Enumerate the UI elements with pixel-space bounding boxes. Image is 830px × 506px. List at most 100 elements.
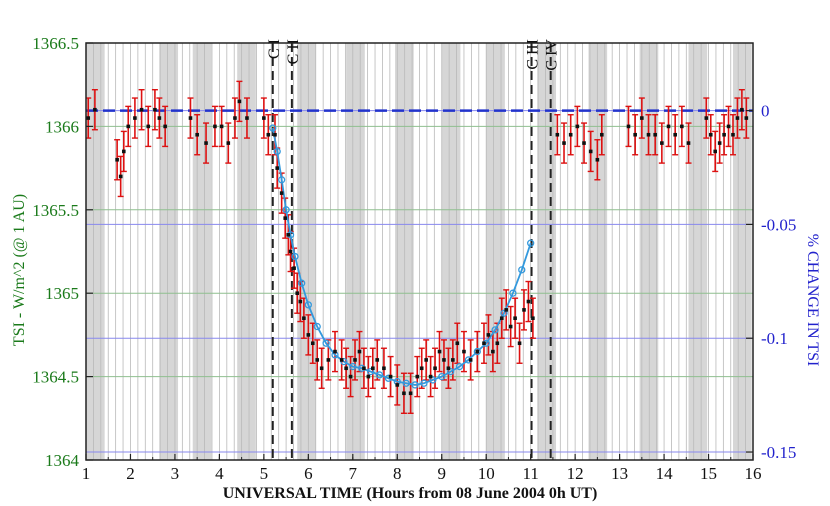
model-marker — [298, 279, 306, 287]
data-point — [286, 233, 291, 237]
data-point — [298, 299, 303, 304]
model-marker — [411, 381, 419, 389]
data-point — [726, 124, 731, 129]
data-point — [508, 324, 513, 329]
model-marker — [455, 362, 464, 371]
shaded-band — [297, 43, 316, 460]
model-marker — [282, 206, 290, 214]
model-marker — [269, 124, 277, 132]
data-point — [731, 132, 735, 137]
data-point — [424, 358, 428, 362]
data-point — [245, 116, 249, 120]
data-point — [366, 374, 371, 379]
data-point — [595, 157, 600, 162]
data-point — [722, 132, 726, 137]
y-tick-label-left: 1364 — [45, 451, 80, 470]
shaded-band — [688, 43, 708, 460]
x-tick-label: 12 — [567, 464, 584, 483]
data-point — [717, 141, 722, 145]
x-tick-label: 2 — [126, 464, 135, 483]
data-point — [93, 107, 97, 112]
model-marker — [366, 367, 375, 376]
data-point — [419, 366, 424, 371]
data-point — [568, 132, 573, 137]
data-point — [275, 166, 280, 170]
model-marker — [291, 252, 299, 261]
y-tick-label-right: 0 — [761, 102, 770, 121]
model-marker — [509, 289, 517, 297]
data-point — [526, 299, 531, 304]
data-point — [666, 124, 671, 129]
data-point — [486, 333, 491, 337]
x-tick-label: 5 — [260, 464, 269, 483]
data-point — [126, 124, 131, 129]
model-marker — [429, 376, 437, 384]
data-point — [744, 116, 749, 120]
data-point — [310, 341, 315, 346]
model-marker — [500, 309, 508, 317]
data-point — [482, 341, 486, 346]
data-point — [673, 132, 677, 137]
data-point — [315, 358, 320, 362]
data-point — [188, 116, 193, 120]
shaded-band — [441, 43, 461, 460]
x-tick-label: 8 — [393, 464, 402, 483]
model-marker — [518, 266, 526, 274]
shaded-band — [86, 43, 105, 460]
x-tick-label: 14 — [656, 464, 674, 483]
data-point — [86, 116, 91, 120]
model-marker — [375, 371, 384, 379]
data-point — [442, 358, 446, 362]
data-point — [395, 383, 400, 387]
data-point — [513, 316, 517, 321]
y-tick-label-right: -0.15 — [761, 443, 796, 462]
y-tick-label-right: -0.1 — [761, 329, 788, 348]
shaded-band — [159, 43, 179, 460]
data-point — [319, 366, 324, 371]
data-point — [433, 366, 437, 371]
shaded-band — [346, 43, 365, 460]
x-tick-label: 7 — [349, 464, 358, 483]
data-point — [339, 358, 344, 362]
x-tick-label: 15 — [700, 464, 717, 483]
x-axis-label: UNIVERSAL TIME (Hours from 08 June 2004 … — [223, 485, 598, 502]
shaded-band — [192, 43, 212, 460]
data-point — [348, 374, 353, 379]
data-point — [531, 316, 535, 321]
data-point — [115, 157, 119, 162]
y-tick-label-left: 1366 — [45, 117, 79, 136]
axes: 1 2 3 4 5 6 7 8 9 10 11 12 13 14 15 1613641364.51365136… — [32, 34, 796, 483]
shaded-band — [486, 43, 505, 460]
data-point — [646, 132, 651, 137]
data-point — [495, 341, 500, 346]
x-tick-label: 13 — [611, 464, 628, 483]
x-tick-label: 1 — [82, 464, 91, 483]
data-point — [740, 107, 744, 112]
data-point — [680, 124, 684, 129]
y-axis-label-left: TSI - W/m^2 (@ 1 AU) — [11, 194, 28, 346]
data-point — [163, 124, 167, 129]
data-point — [306, 333, 311, 337]
shaded-intervals — [86, 43, 752, 460]
data-point — [713, 149, 718, 154]
data-point — [288, 249, 293, 254]
contact-label: C IV — [544, 39, 561, 71]
model-marker — [349, 362, 357, 371]
y-tick-label-left: 1366.5 — [32, 34, 79, 53]
data-point — [499, 316, 504, 321]
data-point — [371, 366, 375, 371]
data-point — [295, 291, 300, 295]
data-point — [562, 141, 566, 145]
data-point — [588, 149, 593, 154]
data-points — [86, 99, 749, 396]
model-marker — [273, 147, 281, 156]
model-marker — [304, 301, 312, 309]
data-point — [660, 141, 664, 145]
data-point — [633, 132, 637, 137]
data-point — [153, 107, 157, 112]
data-point — [233, 116, 237, 120]
data-point — [146, 124, 151, 129]
data-point — [195, 132, 199, 137]
model-marker — [322, 339, 330, 347]
